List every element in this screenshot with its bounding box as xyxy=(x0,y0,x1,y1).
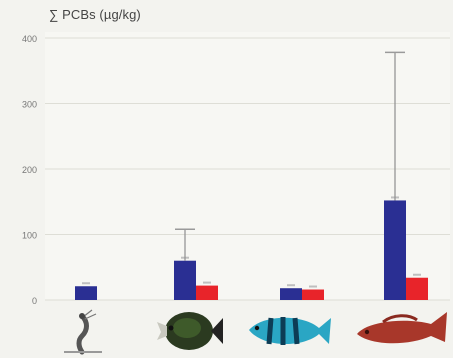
bar-cap xyxy=(287,284,295,287)
y-tick-label: 200 xyxy=(22,165,37,175)
chart-title: ∑ PCBs (µg/kg) xyxy=(49,7,141,22)
shrimp-icon xyxy=(64,309,102,355)
plot-background xyxy=(45,32,450,300)
bar-cap xyxy=(203,281,211,284)
blue-striped-fish-icon xyxy=(249,317,331,345)
y-tick-label: 100 xyxy=(22,231,37,241)
bar xyxy=(174,260,196,300)
bar-cap xyxy=(82,282,90,285)
bar-cap xyxy=(413,273,421,276)
bar xyxy=(75,286,97,300)
y-tick-label: 400 xyxy=(22,34,37,44)
y-tick-label: 300 xyxy=(22,100,37,110)
bar xyxy=(196,285,218,300)
bar xyxy=(384,200,406,300)
y-tick-label: 0 xyxy=(32,296,37,306)
bar xyxy=(302,289,324,300)
bar xyxy=(280,288,302,300)
red-fish-icon xyxy=(357,312,447,344)
bar-cap xyxy=(309,285,317,288)
butterfly-fish-icon xyxy=(157,312,223,350)
bar xyxy=(406,277,428,300)
